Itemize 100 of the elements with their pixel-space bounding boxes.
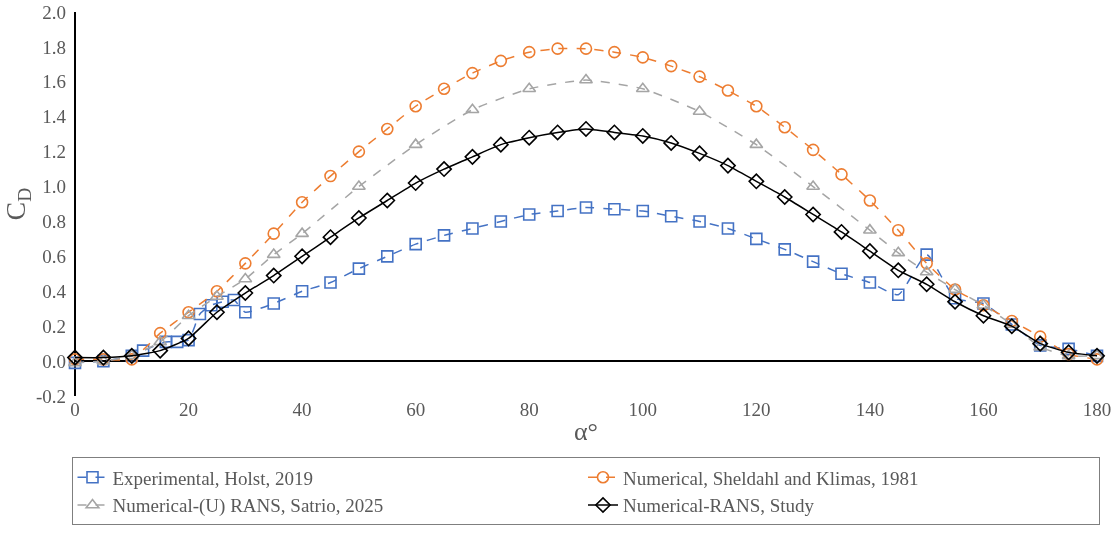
point bbox=[721, 84, 735, 97]
point bbox=[778, 120, 792, 134]
point bbox=[237, 285, 254, 301]
x-tick-label: 180 bbox=[1082, 399, 1112, 420]
point bbox=[692, 105, 707, 116]
point bbox=[181, 309, 196, 320]
point bbox=[663, 134, 680, 151]
point bbox=[891, 223, 905, 237]
point bbox=[634, 127, 651, 144]
point bbox=[294, 248, 311, 265]
point bbox=[721, 222, 735, 235]
point bbox=[67, 349, 83, 366]
point bbox=[238, 272, 253, 283]
point bbox=[919, 265, 934, 276]
point bbox=[407, 175, 424, 191]
point bbox=[379, 192, 396, 209]
y-tick-label: 1.4 bbox=[42, 106, 67, 128]
point bbox=[551, 42, 564, 55]
point bbox=[608, 45, 621, 59]
point bbox=[95, 349, 112, 366]
point bbox=[324, 276, 337, 289]
point bbox=[464, 148, 481, 165]
point bbox=[522, 208, 536, 221]
y-tick-label: 2.0 bbox=[42, 1, 66, 23]
legend-label: Numerical-(U) RANS, Satrio, 2025 bbox=[112, 495, 384, 518]
point bbox=[208, 304, 225, 321]
point bbox=[636, 204, 650, 218]
y-tick-label: 0.0 bbox=[42, 350, 66, 372]
point bbox=[492, 136, 509, 153]
point bbox=[350, 210, 367, 226]
point bbox=[152, 342, 169, 359]
point bbox=[749, 138, 764, 149]
y-tick-label: 1.2 bbox=[42, 141, 66, 163]
point bbox=[719, 157, 736, 174]
point bbox=[409, 237, 422, 251]
point bbox=[664, 209, 678, 223]
point bbox=[494, 54, 508, 68]
point bbox=[918, 276, 935, 293]
x-tick-label: 100 bbox=[628, 399, 658, 420]
point bbox=[125, 353, 139, 366]
point bbox=[778, 243, 792, 256]
point bbox=[863, 194, 877, 207]
point bbox=[693, 70, 706, 83]
point bbox=[835, 168, 848, 181]
point bbox=[239, 305, 252, 319]
point bbox=[664, 59, 678, 73]
point bbox=[750, 232, 763, 246]
legend-label: Experimental, Holst, 2019 bbox=[112, 467, 314, 489]
y-tick-label: 1.8 bbox=[42, 36, 66, 58]
point bbox=[890, 262, 907, 279]
x-tick-label: 80 bbox=[519, 399, 539, 420]
point bbox=[266, 248, 281, 259]
point bbox=[606, 124, 623, 141]
point bbox=[380, 250, 394, 263]
x-tick-label: 20 bbox=[179, 399, 199, 420]
point bbox=[466, 222, 479, 235]
x-axis-title: α° bbox=[573, 416, 599, 446]
point bbox=[352, 262, 366, 275]
point bbox=[324, 169, 337, 183]
point bbox=[635, 82, 650, 93]
point bbox=[891, 288, 905, 302]
point bbox=[465, 103, 480, 114]
point bbox=[322, 229, 339, 246]
point bbox=[748, 173, 765, 190]
point bbox=[750, 99, 763, 113]
point bbox=[204, 298, 218, 312]
point bbox=[835, 267, 848, 281]
point bbox=[239, 257, 252, 270]
point bbox=[136, 344, 150, 357]
point bbox=[1032, 335, 1049, 352]
point bbox=[159, 335, 173, 349]
point bbox=[608, 202, 621, 216]
point bbox=[408, 138, 423, 149]
point bbox=[636, 51, 650, 64]
x-tick-label: 60 bbox=[406, 399, 426, 420]
point bbox=[380, 122, 394, 136]
point bbox=[833, 223, 850, 240]
point bbox=[522, 82, 537, 93]
point bbox=[409, 99, 422, 113]
point bbox=[806, 255, 820, 268]
point bbox=[578, 121, 594, 137]
point bbox=[863, 276, 877, 289]
point bbox=[861, 243, 878, 260]
y-tick-label: 0.4 bbox=[42, 280, 67, 302]
point bbox=[579, 201, 593, 214]
x-tick-label: 0 bbox=[70, 399, 80, 420]
point bbox=[1003, 318, 1020, 335]
point bbox=[193, 307, 207, 321]
point bbox=[920, 257, 933, 270]
point bbox=[210, 284, 224, 298]
point bbox=[776, 189, 793, 205]
point bbox=[153, 326, 167, 340]
point bbox=[436, 161, 453, 178]
legend-label: Numerical-RANS, Study bbox=[623, 495, 815, 517]
point bbox=[948, 291, 962, 305]
point bbox=[551, 204, 564, 218]
point bbox=[693, 215, 706, 228]
point bbox=[267, 297, 281, 310]
y-tick-label: -0.2 bbox=[35, 385, 66, 407]
point bbox=[691, 145, 708, 162]
